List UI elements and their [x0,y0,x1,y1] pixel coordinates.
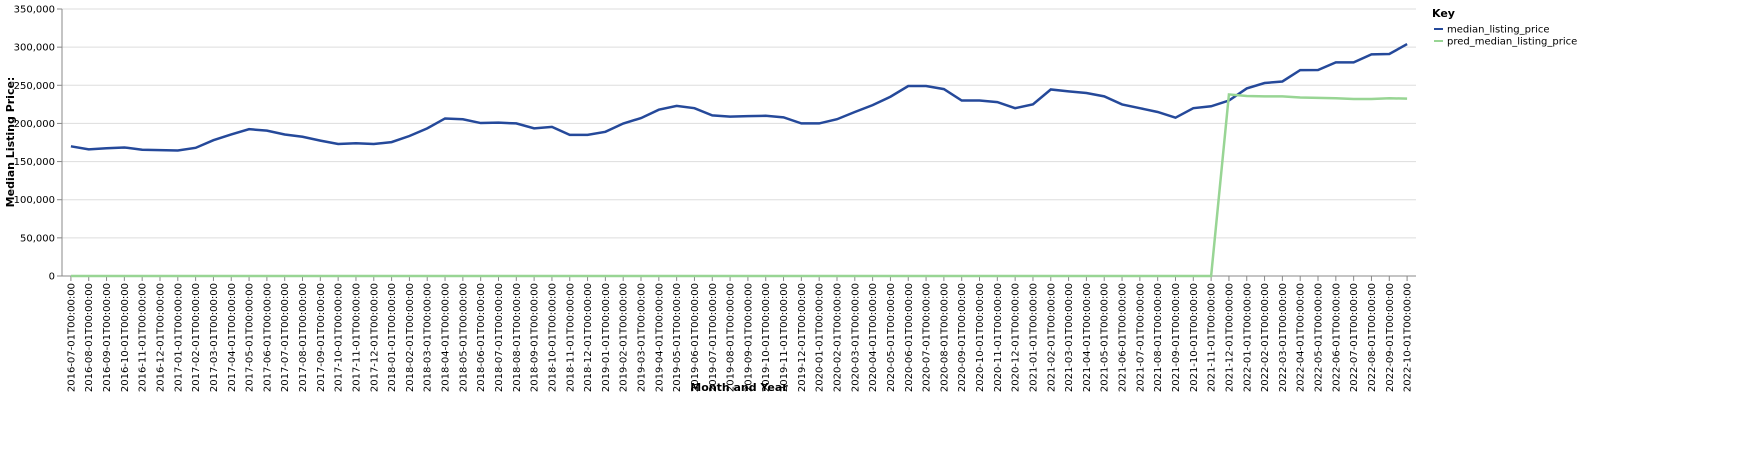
x-tick-label: 2017-03-01T00:00:00 [209,283,220,392]
y-tick-label: 100,000 [14,195,55,206]
x-tick-label: 2019-05-01T00:00:00 [672,283,683,392]
x-tick-label: 2022-09-01T00:00:00 [1385,283,1396,392]
x-tick-label: 2021-03-01T00:00:00 [1064,283,1075,392]
x-tick-label: 2020-03-01T00:00:00 [850,283,861,392]
x-tick-label: 2019-02-01T00:00:00 [619,283,630,392]
legend-label: median_listing_price [1447,25,1550,36]
x-tick-label: 2021-02-01T00:00:00 [1046,283,1057,392]
x-tick-label: 2018-09-01T00:00:00 [530,283,541,392]
x-tick-label: 2017-11-01T00:00:00 [351,283,362,392]
x-tick-label: 2017-04-01T00:00:00 [227,283,238,392]
x-tick-label: 2020-11-01T00:00:00 [993,283,1004,392]
x-tick-label: 2018-08-01T00:00:00 [512,283,523,392]
x-tick-label: 2021-08-01T00:00:00 [1153,283,1164,392]
x-tick-label: 2019-04-01T00:00:00 [654,283,665,392]
y-tick-label: 250,000 [14,81,55,92]
y-tick-label: 0 [49,272,55,283]
x-tick-label: 2017-06-01T00:00:00 [262,283,273,392]
legend-title: Key [1432,7,1455,20]
x-tick-label: 2022-06-01T00:00:00 [1331,283,1342,392]
x-tick-label: 2016-10-01T00:00:00 [120,283,131,392]
y-tick-label: 200,000 [14,119,55,130]
x-tick-label: 2018-04-01T00:00:00 [441,283,452,392]
x-tick-label: 2019-03-01T00:00:00 [637,283,648,392]
x-tick-label: 2016-11-01T00:00:00 [138,283,149,392]
x-tick-label: 2019-06-01T00:00:00 [690,283,701,392]
x-tick-label: 2020-08-01T00:00:00 [939,283,950,392]
x-tick-label: 2017-05-01T00:00:00 [245,283,256,392]
x-tick-label: 2019-09-01T00:00:00 [743,283,754,392]
x-tick-label: 2021-06-01T00:00:00 [1118,283,1129,392]
x-tick-label: 2016-08-01T00:00:00 [84,283,95,392]
x-tick-label: 2016-07-01T00:00:00 [66,283,77,392]
x-tick-label: 2021-04-01T00:00:00 [1082,283,1093,392]
x-tick-label: 2018-12-01T00:00:00 [583,283,594,392]
x-tick-label: 2020-02-01T00:00:00 [832,283,843,392]
x-tick-label: 2022-05-01T00:00:00 [1314,283,1325,392]
x-tick-label: 2022-02-01T00:00:00 [1260,283,1271,392]
x-tick-label: 2018-06-01T00:00:00 [476,283,487,392]
y-tick-label: 150,000 [14,157,55,168]
legend-label: pred_median_listing_price [1447,37,1577,48]
x-tick-label: 2021-10-01T00:00:00 [1189,283,1200,392]
x-tick-label: 2022-01-01T00:00:00 [1242,283,1253,392]
x-tick-label: 2021-12-01T00:00:00 [1224,283,1235,392]
x-tick-label: 2018-01-01T00:00:00 [387,283,398,392]
x-tick-label: 2019-07-01T00:00:00 [708,283,719,392]
y-axis-title: Median Listing Price: [4,77,17,208]
x-tick-label: 2020-09-01T00:00:00 [957,283,968,392]
y-tick-label: 300,000 [14,43,55,54]
x-tick-label: 2017-01-01T00:00:00 [173,283,184,392]
x-tick-label: 2020-12-01T00:00:00 [1011,283,1022,392]
x-tick-label: 2017-07-01T00:00:00 [280,283,291,392]
x-tick-label: 2018-03-01T00:00:00 [423,283,434,392]
x-tick-label: 2017-12-01T00:00:00 [369,283,380,392]
line-series [70,42,1408,152]
x-tick-label: 2020-04-01T00:00:00 [868,283,879,392]
x-tick-label: 2018-11-01T00:00:00 [565,283,576,392]
x-tick-label: 2019-08-01T00:00:00 [726,283,737,392]
x-tick-label: 2017-10-01T00:00:00 [334,283,345,392]
x-tick-label: 2022-08-01T00:00:00 [1367,283,1378,392]
x-tick-label: 2022-10-01T00:00:00 [1403,283,1414,392]
x-tick-label: 2020-01-01T00:00:00 [815,283,826,392]
x-tick-label: 2016-09-01T00:00:00 [102,283,113,392]
x-tick-label: 2017-09-01T00:00:00 [316,283,327,392]
x-tick-label: 2020-10-01T00:00:00 [975,283,986,392]
x-tick-label: 2017-02-01T00:00:00 [191,283,202,392]
x-tick-label: 2020-07-01T00:00:00 [922,283,933,392]
x-axis-title: Month and Year [690,381,788,394]
x-tick-label: 2019-01-01T00:00:00 [601,283,612,392]
x-tick-label: 2021-05-01T00:00:00 [1100,283,1111,392]
x-tick-label: 2018-02-01T00:00:00 [405,283,416,392]
x-tick-label: 2021-01-01T00:00:00 [1028,283,1039,392]
x-tick-label: 2019-12-01T00:00:00 [797,283,808,392]
x-tick-label: 2022-07-01T00:00:00 [1349,283,1360,392]
x-tick-label: 2016-12-01T00:00:00 [155,283,166,392]
x-tick-label: 2018-05-01T00:00:00 [458,283,469,392]
line-series [70,93,1408,278]
x-tick-label: 2021-11-01T00:00:00 [1207,283,1218,392]
x-tick-label: 2019-11-01T00:00:00 [779,283,790,392]
x-tick-label: 2020-05-01T00:00:00 [886,283,897,392]
x-tick-label: 2017-08-01T00:00:00 [298,283,309,392]
x-tick-label: 2020-06-01T00:00:00 [904,283,915,392]
y-tick-label: 50,000 [20,233,55,244]
x-tick-label: 2021-09-01T00:00:00 [1171,283,1182,392]
x-tick-label: 2018-10-01T00:00:00 [547,283,558,392]
x-tick-label: 2022-03-01T00:00:00 [1278,283,1289,392]
x-tick-label: 2022-04-01T00:00:00 [1296,283,1307,392]
x-tick-label: 2018-07-01T00:00:00 [494,283,505,392]
x-tick-label: 2021-07-01T00:00:00 [1135,283,1146,392]
x-tick-label: 2019-10-01T00:00:00 [761,283,772,392]
y-tick-label: 350,000 [14,5,55,16]
